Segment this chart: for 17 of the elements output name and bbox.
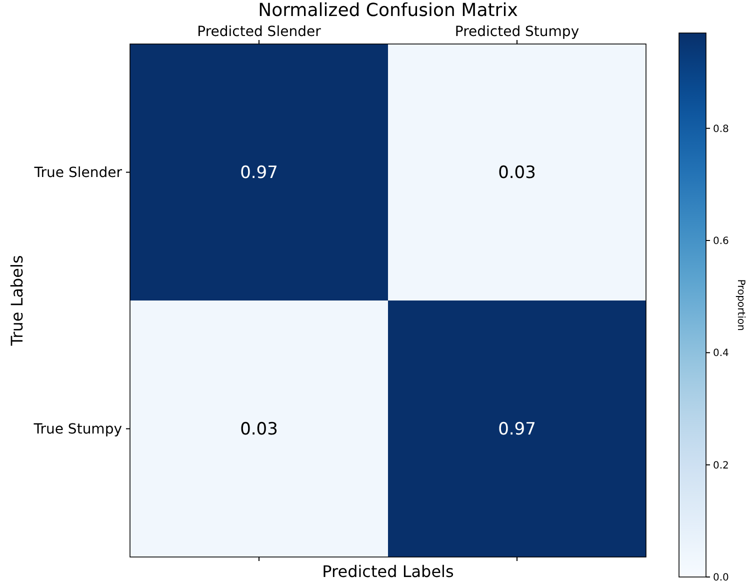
color-bar-label: 0.2 bbox=[713, 460, 729, 472]
data-label: 0.03 bbox=[498, 163, 536, 184]
color-bar-label: 0.4 bbox=[713, 348, 729, 360]
x-axis-title: Predicted Labels bbox=[322, 562, 454, 581]
data-label: 0.03 bbox=[240, 420, 278, 440]
x-tick-label: Predicted Slender bbox=[197, 24, 322, 40]
x-tick-label: Predicted Stumpy bbox=[454, 24, 580, 40]
color-bar-label: 0.8 bbox=[713, 124, 729, 135]
color-bar-label: 0.0 bbox=[713, 572, 729, 584]
y-tick-label: True Stumpy bbox=[32, 422, 122, 438]
data-label: 0.97 bbox=[240, 163, 278, 184]
chart-title: Normalized Confusion Matrix bbox=[258, 0, 518, 21]
color-bar-title: Proportion bbox=[735, 279, 746, 331]
data-label: 0.97 bbox=[498, 420, 536, 440]
y-axis-title: True Labels bbox=[8, 255, 27, 347]
y-tick-label: True Slender bbox=[33, 165, 122, 182]
color-bar-label: 0.6 bbox=[713, 236, 729, 248]
